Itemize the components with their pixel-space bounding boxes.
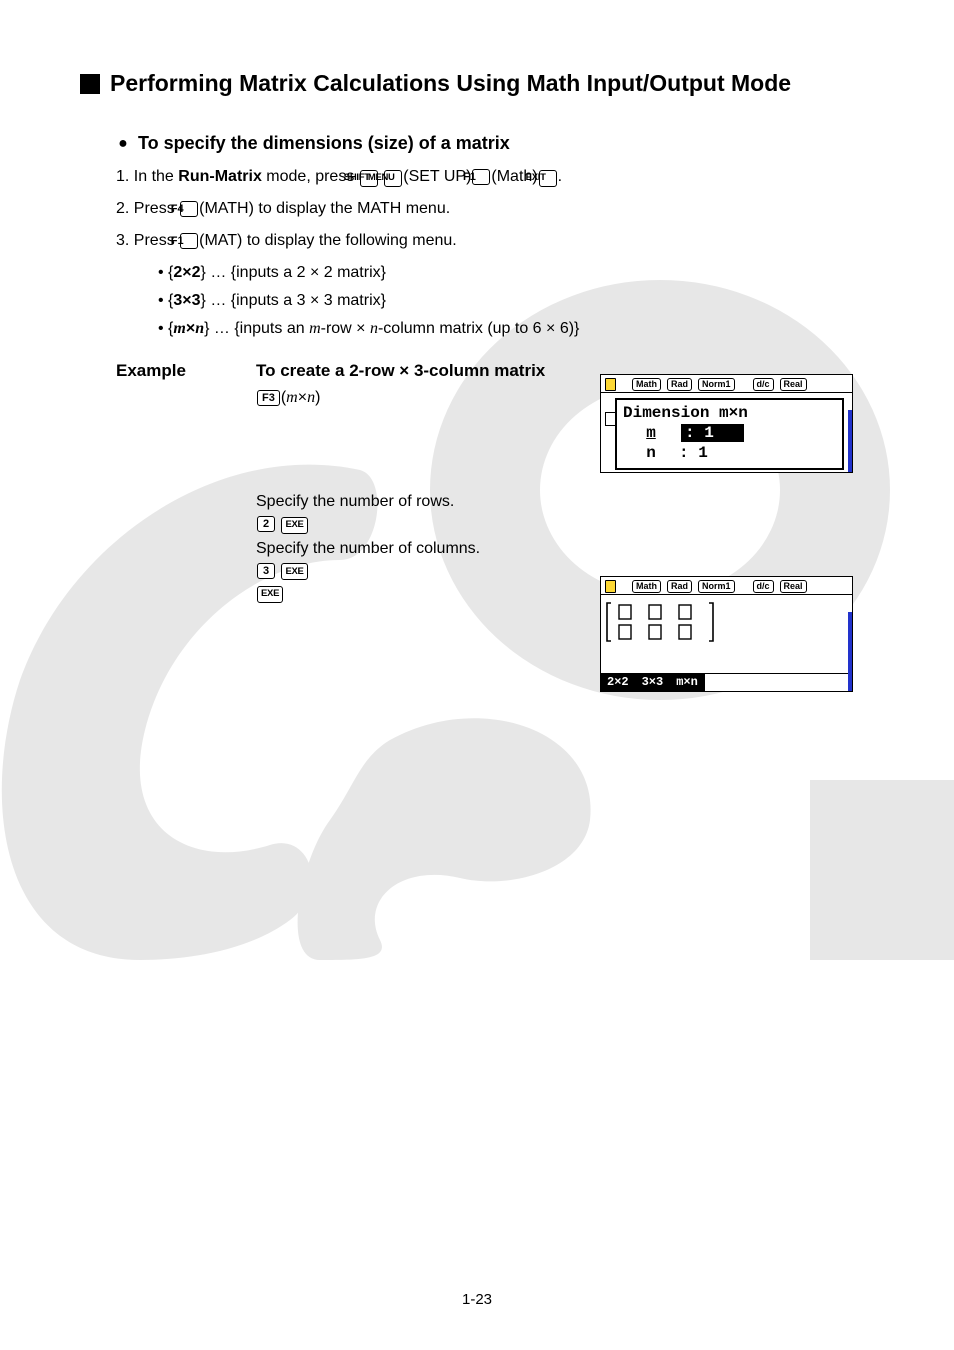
menu-desc: … {inputs a 2 × 2 matrix} — [206, 264, 386, 281]
step-num: 3. — [116, 232, 129, 249]
cols-text: Specify the number of columns. — [256, 540, 874, 558]
f3-key: F3 — [257, 390, 280, 406]
step-num: 1. — [116, 168, 129, 185]
page-number: 1-23 — [0, 1291, 954, 1308]
rows-keys: 2 EXE — [256, 515, 874, 534]
softkey-2x2[interactable]: 2×2 — [601, 674, 636, 691]
exit-key: EXIT — [539, 170, 557, 187]
step-text: . — [558, 168, 562, 185]
f1-key: F1 — [180, 233, 198, 249]
step-2: 2. Press F4(MATH) to display the MATH me… — [116, 195, 874, 223]
example-f3-line: F3(m×n) — [256, 389, 874, 407]
exe-key: EXE — [281, 517, 307, 534]
step-text: (MAT) to display the following menu. — [199, 232, 457, 249]
num-3-key: 3 — [257, 563, 275, 579]
section-square-icon — [80, 74, 100, 94]
final-exe: EXE — [256, 584, 874, 603]
menu-item-mxn: • {m×n} … {inputs an m-row × n-column ma… — [158, 315, 874, 343]
example-title: To create a 2-row × 3-column matrix — [256, 361, 874, 381]
step-text: (MATH) to display the MATH menu. — [199, 200, 450, 217]
menu-key: MENU — [384, 170, 402, 187]
menu-desc: … {inputs an — [209, 320, 309, 337]
page-title: Performing Matrix Calculations Using Mat… — [110, 70, 791, 97]
step-num: 2. — [116, 200, 129, 217]
step-3: 3. Press F1(MAT) to display the followin… — [116, 227, 874, 255]
bullet-icon: ● — [116, 133, 130, 155]
menu-desc: -column matrix (up to 6 × 6)} — [378, 320, 579, 337]
menu-item-3x3: • {3×3} … {inputs a 3 × 3 matrix} — [158, 287, 874, 315]
exe-key: EXE — [257, 586, 283, 603]
menu-sym: 2×2 — [173, 264, 200, 281]
f4-key: F4 — [180, 201, 198, 217]
menu-desc: … {inputs a 3 × 3 matrix} — [206, 292, 386, 309]
num-2-key: 2 — [257, 516, 275, 532]
menu-desc: -row × — [321, 320, 370, 337]
step-text: (SET UP) — [403, 168, 471, 185]
menu-item-2x2: • {2×2} … {inputs a 2 × 2 matrix} — [158, 259, 874, 287]
softkey-bar: 2×2 3×3 m×n — [601, 673, 852, 691]
accent-bar — [848, 612, 852, 691]
step-text: In the — [134, 168, 178, 185]
run-matrix-label: Run-Matrix — [178, 168, 262, 185]
n-var: n — [370, 320, 378, 337]
menu-sym: 3×3 — [173, 292, 200, 309]
matrix-display — [601, 595, 852, 673]
exe-key: EXE — [281, 563, 307, 580]
example-label: Example — [116, 361, 256, 603]
softkey-3x3[interactable]: 3×3 — [636, 674, 671, 691]
rows-text: Specify the number of rows. — [256, 493, 874, 511]
f1-key: F1 — [472, 169, 490, 185]
m-var: m — [309, 320, 321, 337]
step-1: 1. In the Run-Matrix mode, press SHIFT M… — [116, 163, 874, 191]
subsection-title: To specify the dimensions (size) of a ma… — [138, 133, 510, 155]
matrix-svg — [605, 601, 715, 643]
softkey-mxn[interactable]: m×n — [670, 674, 705, 691]
cols-keys: 3 EXE — [256, 562, 874, 581]
